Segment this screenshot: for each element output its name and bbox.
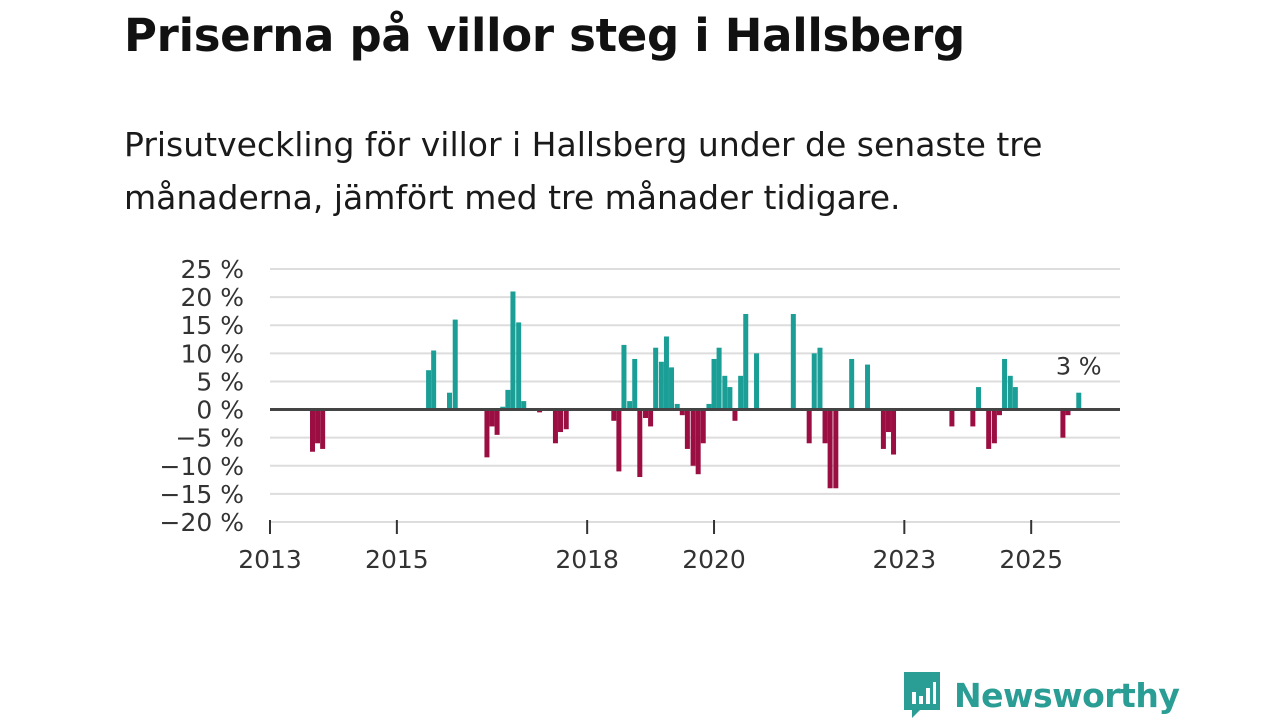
y-tick-label: −10 % (160, 452, 244, 481)
bar (991, 409, 997, 444)
y-tick-label: 20 % (180, 283, 244, 312)
bar (806, 409, 812, 444)
bar (521, 401, 527, 410)
bar (431, 350, 437, 410)
bar (510, 291, 516, 410)
bar (711, 358, 717, 410)
bar (790, 313, 796, 410)
bar (632, 358, 638, 410)
x-tick-label: 2023 (873, 545, 937, 574)
x-tick-label: 2020 (682, 545, 746, 574)
bar (1065, 409, 1071, 416)
bar (658, 361, 664, 410)
bar (827, 409, 833, 489)
newsworthy-logo: Newsworthy (902, 670, 1180, 720)
bar (516, 322, 522, 410)
bar (611, 409, 617, 421)
brand-name: Newsworthy (954, 675, 1180, 715)
bar (722, 375, 728, 410)
bar (700, 409, 706, 444)
bar-chart: 25 %20 %15 %10 %5 %0 %−5 %−10 %−15 %−20 … (160, 255, 1120, 574)
bar (986, 409, 992, 449)
bar (738, 375, 744, 410)
bar (811, 353, 817, 410)
bar (754, 353, 760, 410)
bar (447, 392, 453, 410)
bar (706, 403, 712, 410)
bar (621, 344, 627, 410)
bar (674, 403, 680, 410)
bar (505, 389, 511, 410)
logo-speech-bubble (904, 672, 940, 718)
chart-subtitle: Prisutveckling för villor i Hallsberg un… (124, 125, 1043, 217)
bar (320, 409, 326, 449)
x-tick-label: 2013 (238, 545, 302, 574)
bar (643, 409, 649, 418)
bar (616, 409, 622, 472)
bar (637, 409, 643, 478)
bar (452, 319, 458, 410)
bar (885, 409, 891, 433)
bar (426, 370, 432, 410)
chart-title: Priserna på villor steg i Hallsberg (124, 9, 965, 62)
y-tick-label: 0 % (196, 396, 244, 425)
bar (817, 347, 823, 410)
newsworthy-logo-icon (904, 672, 940, 718)
bar (552, 409, 558, 444)
bar (653, 347, 659, 410)
bar (484, 409, 490, 458)
bar (727, 387, 733, 410)
bar (976, 387, 982, 410)
bar (716, 347, 722, 410)
bar (563, 409, 569, 430)
y-tick-label: −15 % (160, 480, 244, 509)
bar (558, 409, 564, 433)
y-tick-label: 25 % (180, 255, 244, 284)
bar (627, 401, 633, 410)
bar (970, 409, 976, 427)
bar (494, 409, 500, 435)
bar (1007, 375, 1013, 410)
logo-bar-4 (933, 682, 936, 704)
bar (743, 313, 749, 410)
x-tick-label: 2018 (555, 545, 619, 574)
bar (648, 409, 654, 427)
y-tick-label: −20 % (160, 508, 244, 537)
bar (695, 409, 701, 475)
bar (822, 409, 828, 444)
bar (732, 409, 738, 421)
x-tick-label: 2015 (365, 545, 429, 574)
bar (949, 409, 955, 427)
bar (891, 409, 897, 455)
y-tick-label: 15 % (180, 311, 244, 340)
bar (315, 409, 321, 444)
bar (1076, 392, 1082, 410)
bar (669, 367, 675, 410)
bar (663, 336, 669, 410)
bar (310, 409, 315, 452)
bar (849, 358, 855, 410)
logo-bar-2 (919, 696, 923, 704)
bar (489, 409, 495, 427)
bar (833, 409, 839, 489)
bar (1060, 409, 1066, 438)
bar (690, 409, 696, 466)
bar (679, 409, 685, 416)
y-tick-label: −5 % (175, 424, 244, 453)
x-tick-label: 2025 (999, 545, 1063, 574)
bar (1012, 387, 1018, 410)
latest-value-label: 3 % (1056, 353, 1102, 381)
bar (865, 364, 871, 410)
bar (1002, 358, 1008, 410)
bar (996, 409, 1002, 416)
bar (684, 409, 690, 449)
bar (880, 409, 886, 449)
y-tick-label: 5 % (196, 367, 244, 396)
logo-bar-1 (912, 692, 916, 704)
y-tick-label: 10 % (180, 339, 244, 368)
logo-bar-3 (926, 688, 930, 704)
